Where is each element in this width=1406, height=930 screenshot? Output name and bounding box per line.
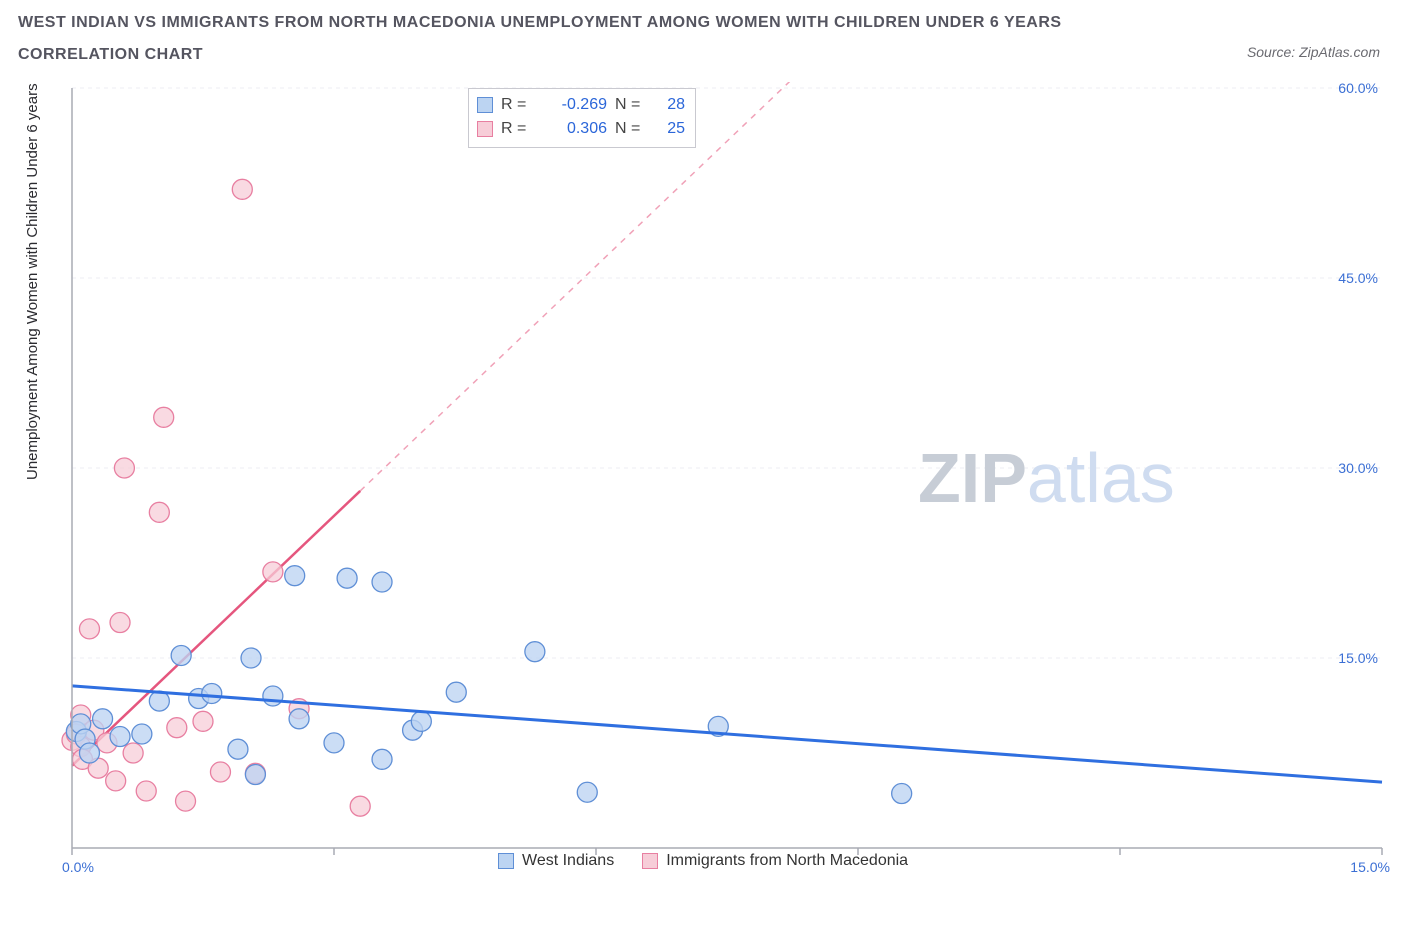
point-west-indians: [110, 727, 130, 747]
point-north-macedonia: [149, 502, 169, 522]
trendline-west-indians: [72, 686, 1382, 782]
y-tick-label-right: 15.0%: [1338, 650, 1378, 666]
scatter-plot: ZIPatlas 0.0% 15.0% 15.0% 30.0% 45.0% 60.0% R …: [58, 82, 1394, 872]
point-west-indians: [446, 682, 466, 702]
stat-value-r: -0.269: [543, 93, 607, 117]
y-tick-label-right: 30.0%: [1338, 460, 1378, 476]
stats-row: R = 0.306 N = 25: [477, 117, 685, 141]
point-north-macedonia: [79, 619, 99, 639]
point-north-macedonia: [106, 771, 126, 791]
point-west-indians: [411, 711, 431, 731]
point-west-indians: [202, 683, 222, 703]
stat-value-n: 25: [657, 117, 685, 141]
point-north-macedonia: [136, 781, 156, 801]
legend-swatch: [498, 853, 514, 869]
y-axis-label: Unemployment Among Women with Children U…: [24, 83, 41, 480]
legend-label: Immigrants from North Macedonia: [666, 852, 908, 870]
correlation-stats-box: R = -0.269 N = 28 R = 0.306 N = 25: [468, 88, 696, 148]
point-west-indians: [241, 648, 261, 668]
point-west-indians: [93, 709, 113, 729]
point-north-macedonia: [167, 718, 187, 738]
point-west-indians: [577, 782, 597, 802]
legend-item: Immigrants from North Macedonia: [642, 852, 908, 870]
point-west-indians: [263, 686, 283, 706]
point-north-macedonia: [114, 458, 134, 478]
legend-swatch: [477, 121, 493, 137]
stat-label-n: N =: [615, 93, 649, 117]
point-north-macedonia: [263, 562, 283, 582]
point-west-indians: [372, 572, 392, 592]
legend-label: West Indians: [522, 852, 614, 870]
point-west-indians: [79, 743, 99, 763]
point-north-macedonia: [350, 796, 370, 816]
stat-value-r: 0.306: [543, 117, 607, 141]
point-west-indians: [337, 568, 357, 588]
legend-bottom: West Indians Immigrants from North Macedo…: [498, 852, 908, 870]
watermark: ZIPatlas: [918, 439, 1175, 517]
stat-label-r: R =: [501, 117, 535, 141]
point-west-indians: [289, 709, 309, 729]
x-tick-label: 15.0%: [1350, 859, 1390, 872]
stat-label-r: R =: [501, 93, 535, 117]
y-tick-label-right: 60.0%: [1338, 82, 1378, 96]
point-north-macedonia: [193, 711, 213, 731]
legend-item: West Indians: [498, 852, 614, 870]
legend-swatch: [642, 853, 658, 869]
chart-title-line2: CORRELATION CHART: [18, 46, 203, 64]
stat-label-n: N =: [615, 117, 649, 141]
source-attribution: Source: ZipAtlas.com: [1247, 44, 1380, 60]
x-tick-label: 0.0%: [62, 859, 94, 872]
point-west-indians: [285, 566, 305, 586]
chart-title-line1: WEST INDIAN VS IMMIGRANTS FROM NORTH MAC…: [18, 14, 1062, 32]
point-west-indians: [525, 642, 545, 662]
point-north-macedonia: [176, 791, 196, 811]
point-north-macedonia: [210, 762, 230, 782]
point-north-macedonia: [232, 179, 252, 199]
point-north-macedonia: [123, 743, 143, 763]
point-west-indians: [372, 749, 392, 769]
stats-row: R = -0.269 N = 28: [477, 93, 685, 117]
plot-svg: ZIPatlas 0.0% 15.0% 15.0% 30.0% 45.0% 60.0%: [58, 82, 1394, 872]
legend-swatch: [477, 97, 493, 113]
point-west-indians: [892, 784, 912, 804]
point-west-indians: [245, 765, 265, 785]
point-west-indians: [228, 739, 248, 759]
point-north-macedonia: [110, 613, 130, 633]
point-west-indians: [132, 724, 152, 744]
stat-value-n: 28: [657, 93, 685, 117]
point-west-indians: [171, 645, 191, 665]
point-west-indians: [324, 733, 344, 753]
y-tick-label-right: 45.0%: [1338, 270, 1378, 286]
point-north-macedonia: [154, 407, 174, 427]
